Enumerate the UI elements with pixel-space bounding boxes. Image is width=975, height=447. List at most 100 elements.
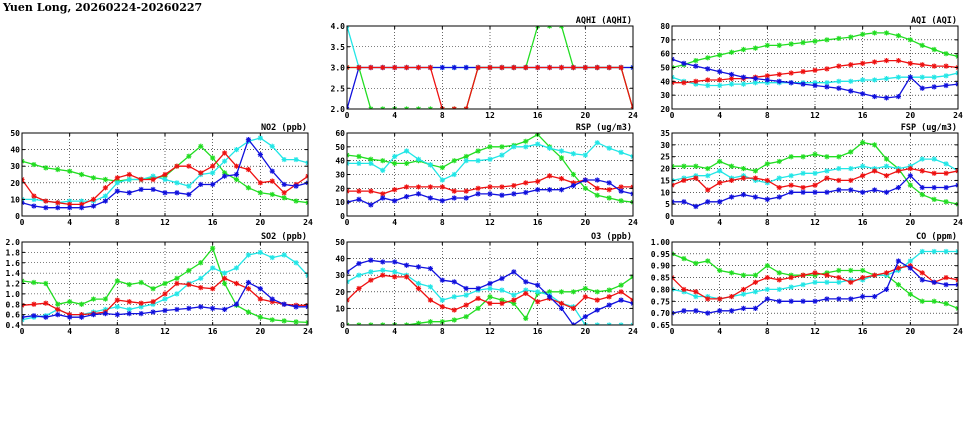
data-point	[582, 285, 588, 292]
data-point	[752, 279, 759, 285]
data-point	[150, 299, 156, 305]
data-point	[427, 265, 434, 272]
data-point	[594, 307, 600, 313]
x-tick-label: 0	[345, 111, 350, 120]
data-point	[31, 193, 37, 199]
data-point	[210, 286, 216, 292]
data-point	[245, 286, 252, 292]
data-point	[728, 163, 735, 169]
data-point	[356, 160, 362, 167]
data-point	[499, 144, 505, 150]
x-tick-label: 4	[392, 218, 397, 227]
data-point	[618, 282, 624, 288]
data-point	[150, 286, 156, 292]
data-point	[907, 265, 913, 271]
data-point	[740, 286, 747, 293]
data-point	[800, 40, 806, 46]
data-point	[535, 187, 541, 193]
data-point	[102, 193, 109, 199]
data-point	[221, 275, 228, 281]
chart-title: O3 (ppb)	[591, 232, 632, 242]
data-point	[836, 85, 842, 91]
y-tick-label: 0.85	[651, 274, 670, 283]
data-point	[848, 279, 854, 285]
data-point	[606, 287, 612, 293]
data-point	[693, 175, 699, 181]
data-point	[883, 95, 890, 101]
data-point	[269, 143, 275, 149]
data-point	[681, 60, 687, 66]
data-point	[717, 52, 723, 58]
data-point	[907, 291, 913, 297]
data-point	[210, 163, 216, 169]
data-point	[415, 264, 422, 270]
x-tick-label: 12	[485, 111, 495, 120]
y-tick-label: 35	[660, 129, 670, 138]
data-point	[451, 317, 457, 323]
data-point	[546, 187, 553, 193]
data-point	[824, 168, 830, 174]
x-tick-label: 0	[670, 327, 675, 336]
data-point	[919, 192, 925, 198]
data-point	[186, 163, 192, 169]
data-point	[427, 64, 434, 71]
data-point	[883, 75, 890, 82]
data-point	[475, 148, 481, 154]
x-tick-label: 12	[485, 218, 495, 227]
data-point	[570, 64, 577, 71]
data-point	[788, 182, 794, 188]
data-point	[931, 63, 937, 69]
data-point	[162, 190, 168, 196]
data-point	[162, 280, 168, 287]
data-point	[451, 171, 457, 178]
data-point	[919, 277, 925, 283]
data-point	[895, 57, 902, 64]
data-point	[860, 139, 866, 146]
data-point	[907, 74, 913, 80]
y-tick-label: 40	[335, 255, 345, 264]
y-tick-label: 0.8	[6, 300, 21, 309]
data-point	[824, 66, 830, 72]
data-point	[895, 265, 902, 271]
data-point	[257, 314, 263, 320]
data-point	[824, 80, 830, 86]
x-tick-label: 24	[953, 218, 963, 227]
data-point	[693, 78, 699, 84]
data-point	[138, 300, 144, 306]
data-point	[943, 282, 949, 288]
x-tick-label: 4	[392, 327, 397, 336]
data-point	[356, 260, 362, 267]
data-point	[717, 296, 723, 302]
y-tick-label: 15	[660, 176, 670, 185]
data-point	[511, 182, 517, 189]
x-tick-label: 12	[810, 327, 820, 336]
data-point	[210, 245, 216, 251]
data-point	[681, 163, 687, 169]
y-tick-label: 0.95	[651, 250, 670, 259]
y-tick-label: 0.4	[6, 321, 21, 330]
data-point	[257, 190, 263, 196]
data-point	[883, 30, 890, 36]
data-point	[463, 285, 469, 292]
data-point	[871, 142, 878, 148]
data-point	[836, 279, 842, 285]
data-point	[943, 301, 949, 307]
x-tick-label: 20	[581, 218, 591, 227]
data-point	[606, 64, 612, 71]
data-point	[269, 296, 275, 302]
data-point	[883, 57, 890, 64]
data-point	[836, 267, 842, 274]
y-tick-label: 10	[335, 198, 345, 207]
data-point	[812, 67, 818, 73]
data-point	[752, 289, 759, 295]
chart-title: NO2 (ppb)	[261, 123, 307, 133]
data-point	[776, 270, 782, 276]
data-point	[523, 279, 529, 285]
x-tick-label: 4	[717, 111, 722, 120]
data-point	[269, 168, 275, 174]
x-tick-label: 8	[440, 327, 445, 336]
data-point	[221, 158, 228, 164]
data-point	[368, 257, 374, 263]
data-point	[919, 298, 925, 304]
data-point	[907, 182, 913, 188]
